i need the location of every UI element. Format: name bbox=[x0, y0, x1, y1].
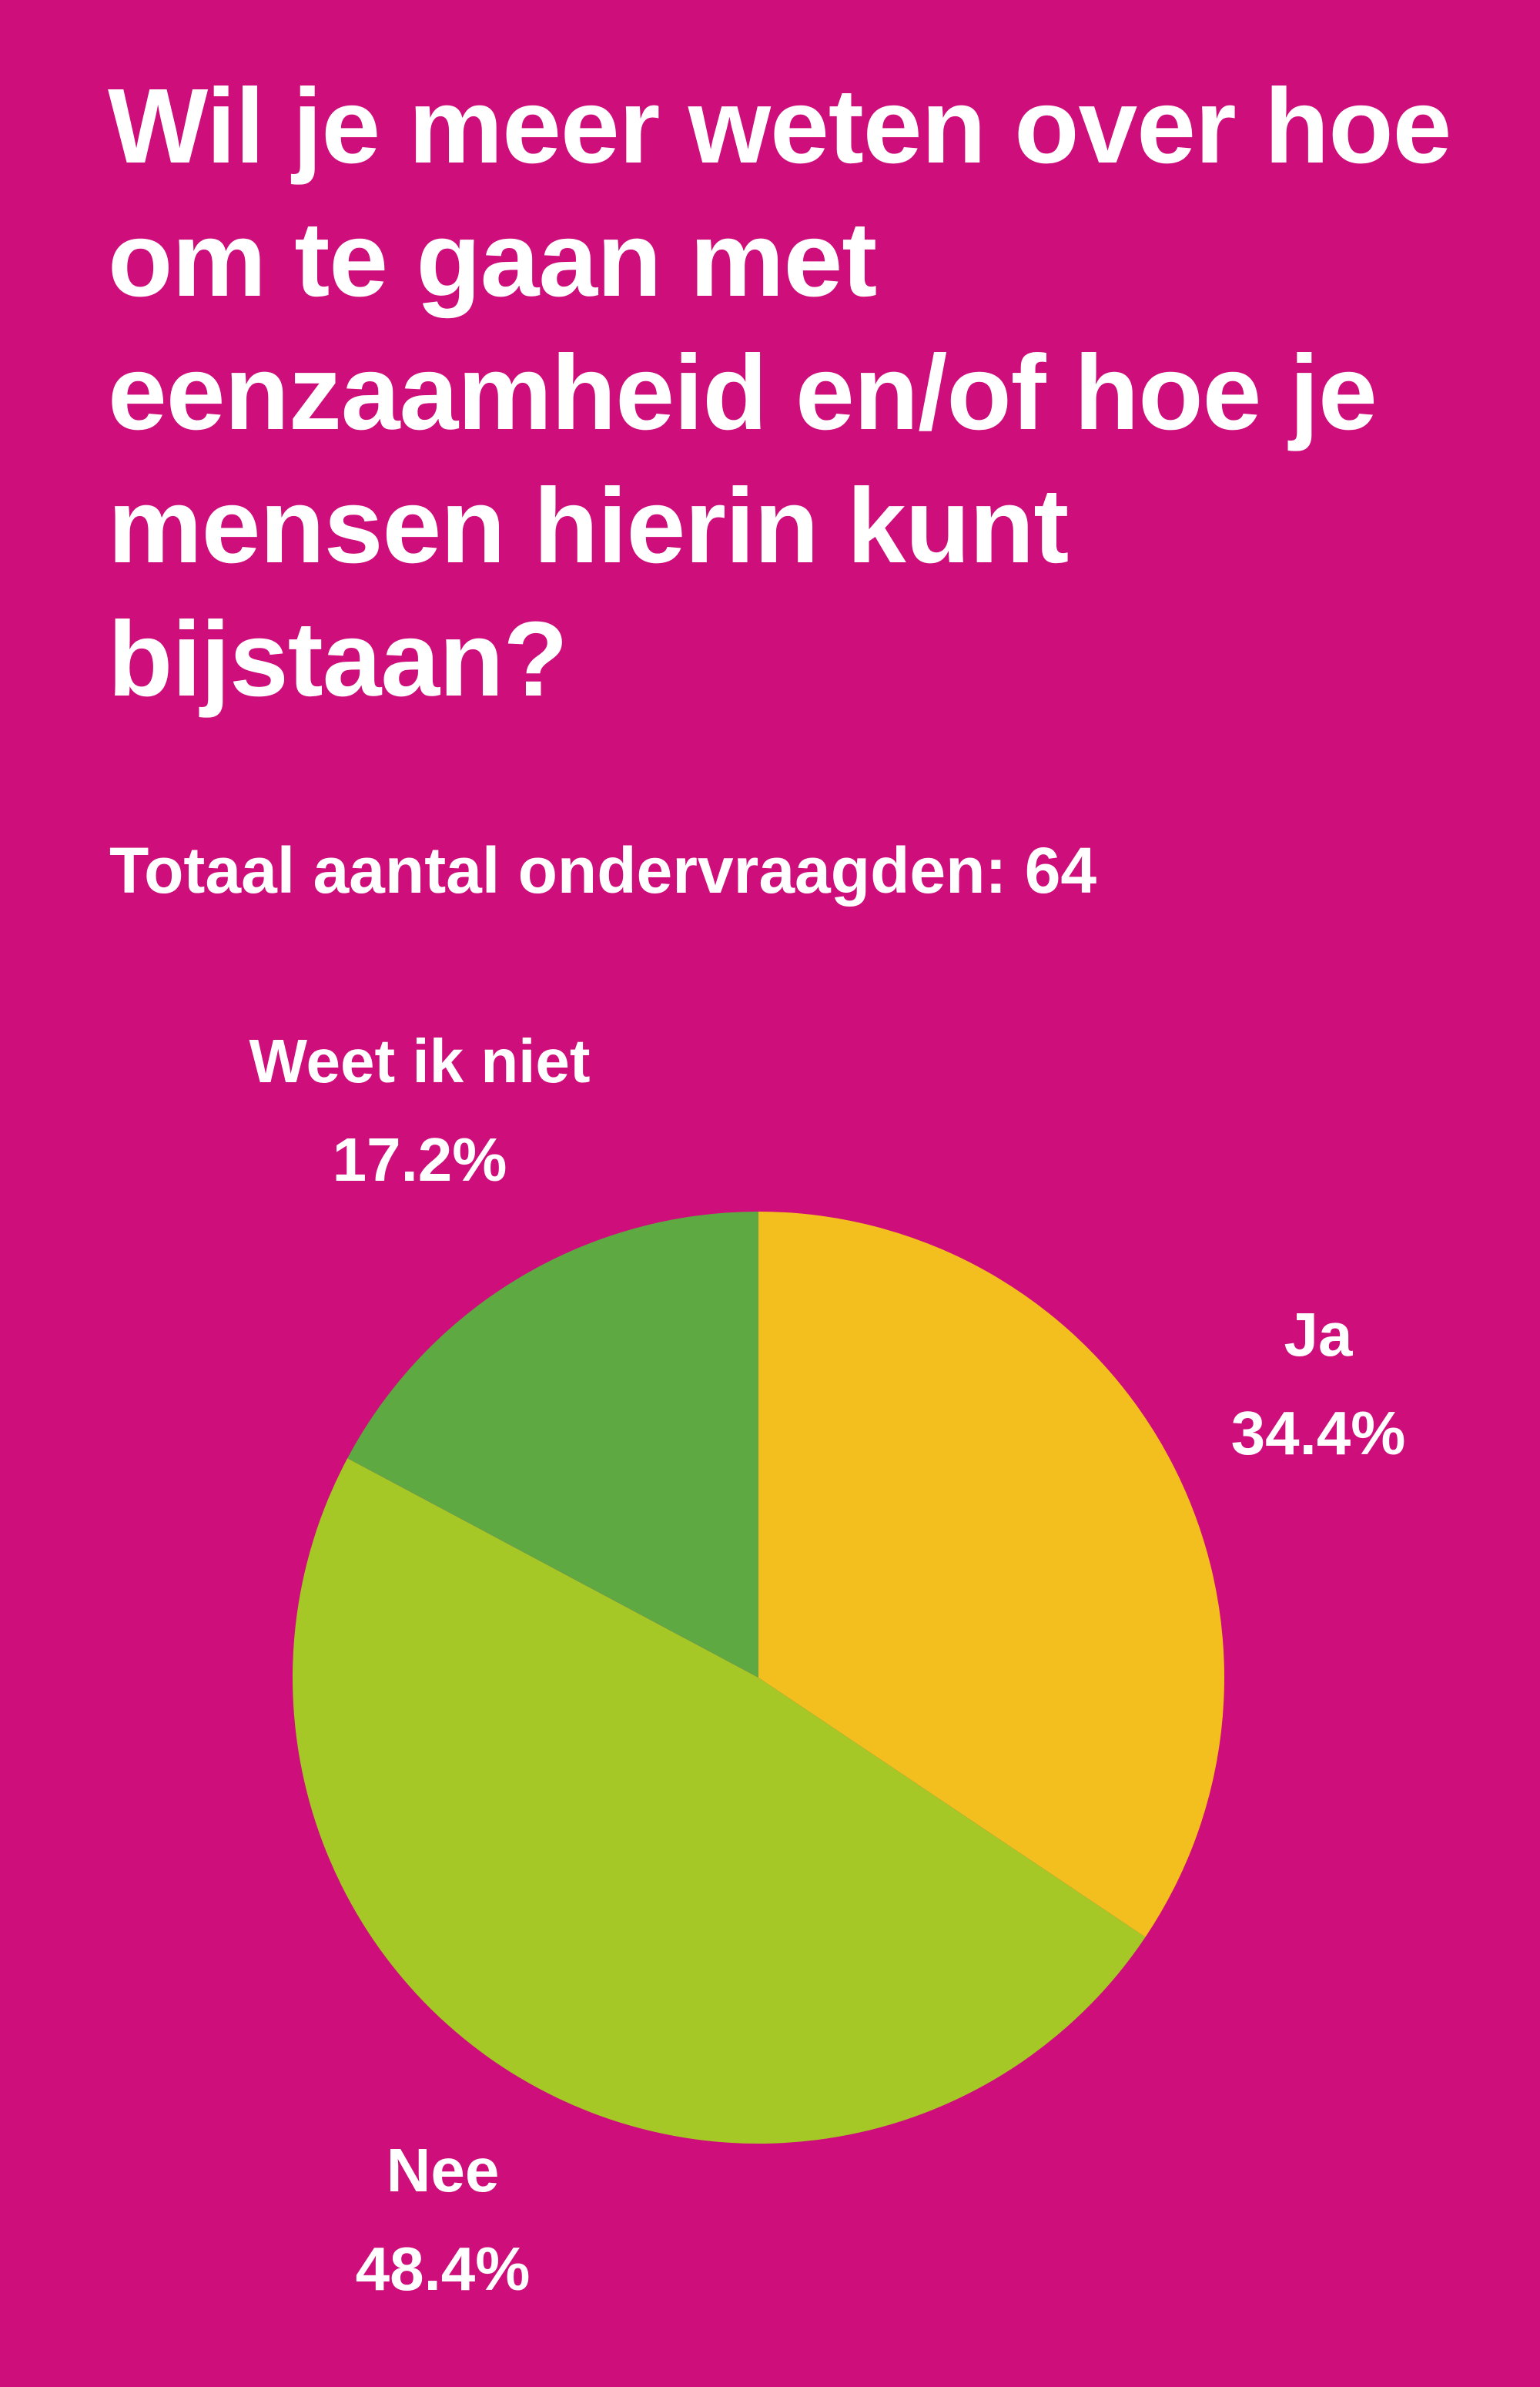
slice-label: Weet ik niet bbox=[249, 1027, 590, 1095]
pie-slice-nee bbox=[293, 1458, 1146, 2144]
slice-value-label: 48.4% bbox=[356, 2234, 531, 2303]
slice-value-label: 34.4% bbox=[1231, 1399, 1406, 1467]
slice-label: Nee bbox=[387, 2136, 500, 2204]
pie-slice-weet-ik-niet bbox=[347, 1212, 758, 1678]
respondent-count: Totaal aantal ondervraagden: 64 bbox=[109, 834, 1097, 907]
pie-slice-ja bbox=[758, 1212, 1224, 1937]
page-title: Wil je meer weten over hoe om te gaan me… bbox=[108, 67, 1451, 719]
slice-value-label: 17.2% bbox=[333, 1125, 507, 1194]
slice-label: Ja bbox=[1284, 1300, 1353, 1369]
